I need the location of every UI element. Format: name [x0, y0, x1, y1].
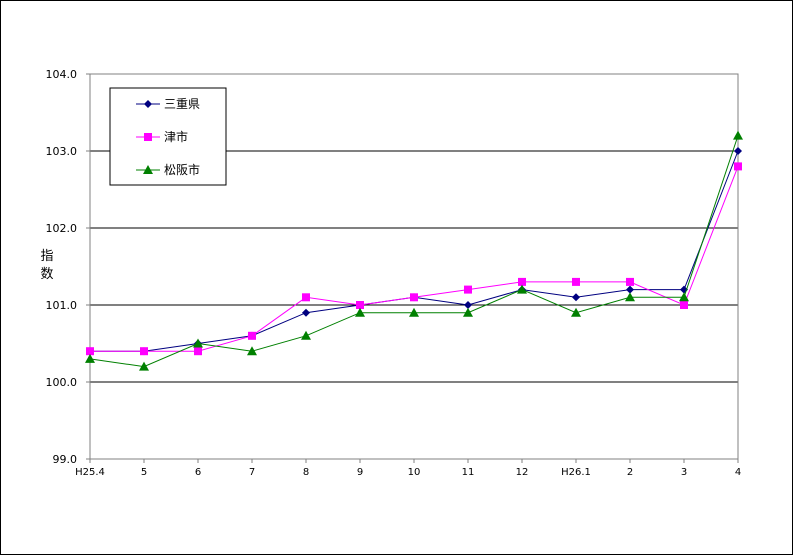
data-point: [193, 338, 203, 348]
data-point: [734, 147, 742, 155]
y-axis-label: 指数: [40, 249, 53, 282]
x-tick-label: 7: [249, 467, 255, 478]
data-point: [463, 307, 473, 317]
data-point: [572, 293, 580, 302]
data-point: [139, 361, 149, 371]
x-tick-label: 12: [516, 467, 529, 478]
legend-entry: 三重県: [136, 97, 200, 111]
data-point: [144, 133, 152, 141]
y-tick-label: 102.0: [46, 222, 78, 235]
x-tick-label: 3: [681, 467, 687, 478]
data-point: [571, 307, 581, 317]
legend-box: [109, 87, 227, 186]
y-tick-label: 103.0: [46, 145, 78, 158]
data-point: [356, 301, 364, 309]
data-point: [409, 307, 419, 317]
data-point: [517, 284, 527, 294]
data-point: [518, 277, 526, 286]
x-tick-label: 8: [303, 467, 309, 478]
data-point: [301, 330, 311, 340]
data-point: [733, 130, 743, 140]
legend-label: 三重県: [164, 97, 200, 111]
x-tick-label: 11: [462, 467, 475, 478]
y-tick-label: 101.0: [46, 299, 78, 312]
x-tick-label: 6: [195, 467, 201, 478]
data-point: [410, 293, 418, 302]
data-point: [302, 308, 310, 317]
legend-label: 松阪市: [164, 162, 200, 177]
x-tick-label: 2: [627, 467, 633, 478]
y-tick-label: 104.0: [46, 68, 78, 81]
x-tick-label: 10: [408, 467, 421, 478]
data-point: [86, 347, 94, 356]
x-axis-ticks: H25.4 5 6 7 8 9 10 11 12 H26.1 2 3 4: [75, 459, 741, 478]
data-point: [572, 277, 580, 286]
x-tick-label: H25.4: [75, 467, 105, 478]
data-point: [626, 277, 634, 286]
data-point: [144, 100, 152, 108]
data-point: [143, 165, 153, 174]
data-point: [247, 346, 257, 356]
data-point: [85, 353, 95, 363]
data-point: [464, 301, 472, 309]
y-tick-label: 100.0: [46, 376, 78, 389]
data-point: [626, 285, 634, 294]
legend-label: 津市: [164, 129, 188, 144]
y-axis-ticks: 99.0 100.0 101.0 102.0 103.0 104.0: [46, 68, 90, 466]
series-line: [90, 166, 739, 352]
series-triangle: [85, 130, 743, 371]
legend-entry: 松阪市: [136, 162, 200, 177]
data-point: [625, 292, 635, 302]
series-lines: [85, 130, 743, 371]
x-tick-label: 4: [735, 467, 741, 478]
y-tick-label: 99.0: [53, 453, 78, 466]
legend-entry: 津市: [136, 129, 188, 144]
x-tick-label: 5: [141, 467, 147, 478]
x-tick-label: H26.1: [561, 467, 591, 478]
data-point: [194, 347, 202, 356]
x-tick-label: 9: [357, 467, 363, 478]
data-point: [140, 347, 148, 356]
grid-lines: [90, 150, 738, 383]
series-square: [86, 162, 742, 356]
data-point: [248, 331, 256, 340]
data-point: [302, 293, 310, 302]
data-point: [464, 285, 472, 294]
data-point: [355, 307, 365, 317]
data-point: [680, 301, 688, 309]
data-point: [734, 162, 742, 171]
data-point: [679, 292, 689, 302]
